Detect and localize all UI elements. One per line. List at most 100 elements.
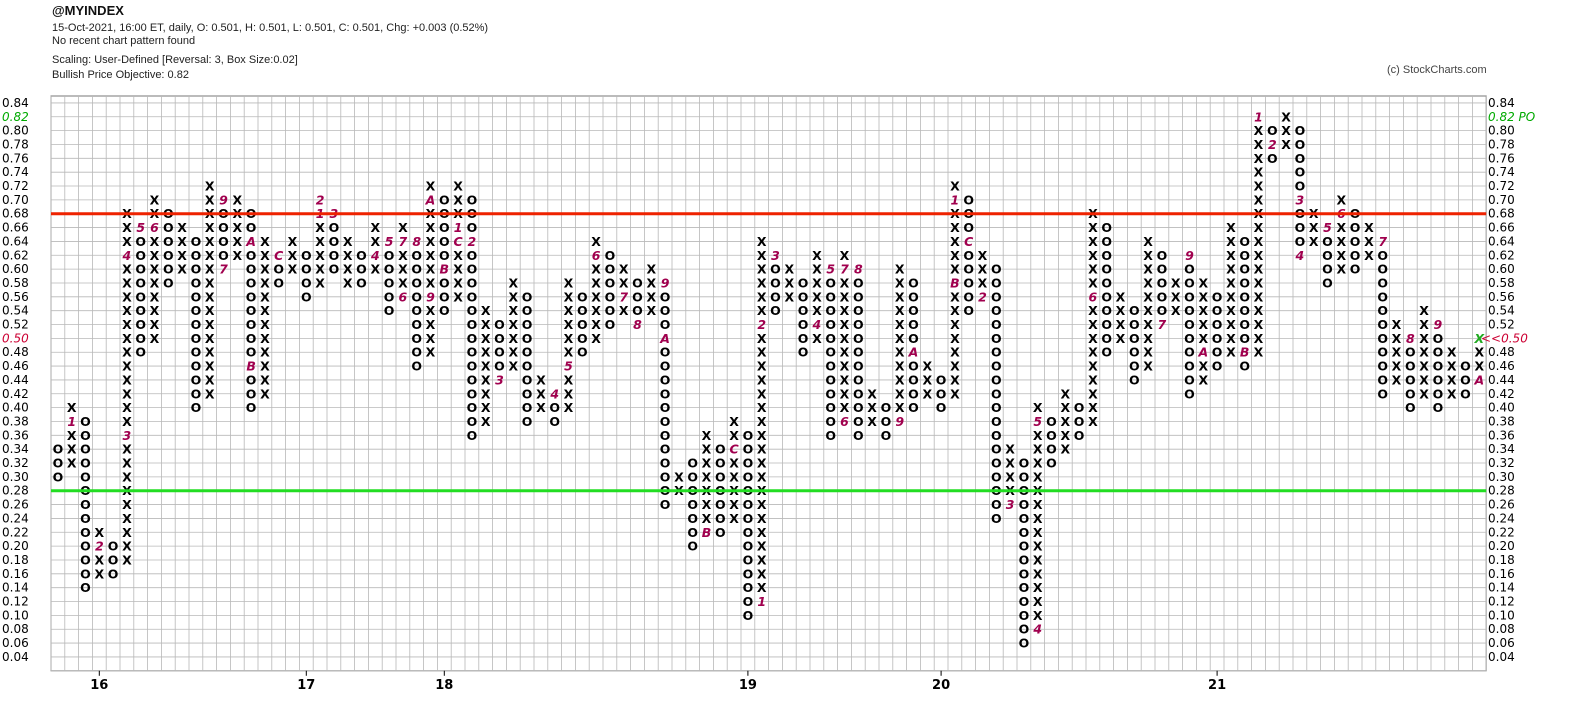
y-tick-label: 0.84 <box>1488 96 1515 110</box>
o-box: O <box>660 414 671 429</box>
x-box: X <box>1254 303 1264 318</box>
x-box: X <box>315 248 325 263</box>
x-box: X <box>950 234 960 249</box>
o-box: O <box>494 359 505 374</box>
y-tick-label: 0.10 <box>1488 608 1515 622</box>
x-box: X <box>702 511 712 526</box>
y-tick-label: 0.64 <box>2 234 29 248</box>
o-box: O <box>853 359 864 374</box>
o-box: O <box>991 262 1002 277</box>
o-box: O <box>1184 331 1195 346</box>
o-box: O <box>467 317 478 332</box>
x-box: X <box>232 248 242 263</box>
x-box: X <box>729 469 739 484</box>
pnf-column: OO4 <box>549 386 560 429</box>
y-tick-label: 0.20 <box>2 539 29 553</box>
x-box: X <box>757 456 767 471</box>
x-box: X <box>288 262 298 277</box>
o-box: O <box>853 428 864 443</box>
x-box: X <box>1033 580 1043 595</box>
o-box: O <box>853 331 864 346</box>
o-box: O <box>522 331 533 346</box>
x-box: X <box>1088 248 1098 263</box>
x-box: X <box>1447 359 1457 374</box>
y-tick-label: 0.66 <box>1488 221 1515 235</box>
o-box: O <box>218 234 229 249</box>
o-box: O <box>1129 359 1140 374</box>
o-box: O <box>963 248 974 263</box>
month-marker: 1 <box>67 414 76 429</box>
x-box: X <box>619 303 629 318</box>
pnf-column: XX <box>674 469 684 498</box>
o-box: O <box>1101 262 1112 277</box>
month-marker: 7 <box>840 262 849 277</box>
o-box: O <box>1157 275 1168 290</box>
o-box: O <box>439 275 450 290</box>
x-box: X <box>122 525 132 540</box>
x-box: X <box>646 275 656 290</box>
x-box: X <box>564 275 574 290</box>
x-box: X <box>453 289 463 304</box>
x-box: X <box>1033 525 1043 540</box>
y-tick-label: 0.56 <box>1488 290 1515 304</box>
o-box: O <box>246 372 257 387</box>
x-box: X <box>757 552 767 567</box>
o-box: O <box>1157 289 1168 304</box>
o-box: O <box>991 317 1002 332</box>
y-tick-label: 0.44 <box>2 373 29 387</box>
o-box: O <box>1377 317 1388 332</box>
month-marker: 5 <box>385 234 394 249</box>
o-box: O <box>1239 262 1250 277</box>
x-box: X <box>840 400 850 415</box>
x-box: X <box>122 275 132 290</box>
x-box: X <box>812 289 822 304</box>
o-box: O <box>825 414 836 429</box>
x-box: X <box>426 275 436 290</box>
o-box: O <box>163 262 174 277</box>
o-box: O <box>991 345 1002 360</box>
o-box: O <box>1460 359 1471 374</box>
o-box: O <box>467 192 478 207</box>
x-box: X <box>564 303 574 318</box>
o-box: O <box>1377 372 1388 387</box>
o-box: O <box>1212 345 1223 360</box>
o-box: O <box>1239 331 1250 346</box>
x-box: X <box>950 386 960 401</box>
o-box: O <box>246 317 257 332</box>
o-box: O <box>467 386 478 401</box>
o-box: O <box>1239 234 1250 249</box>
x-box: X <box>1254 345 1264 360</box>
x-box: X <box>205 275 215 290</box>
x-box: X <box>1143 248 1153 263</box>
o-box: O <box>246 303 257 318</box>
o-box: O <box>715 456 726 471</box>
y-tick-label: 0.20 <box>1488 539 1515 553</box>
x-box: X <box>1226 303 1236 318</box>
x-box: X <box>950 289 960 304</box>
month-marker: 9 <box>426 289 435 304</box>
o-box: O <box>80 539 91 554</box>
o-box: O <box>1019 456 1030 471</box>
x-box: X <box>150 192 160 207</box>
o-box: O <box>743 566 754 581</box>
x-box: X <box>94 525 104 540</box>
o-box: O <box>1129 345 1140 360</box>
o-box: O <box>743 525 754 540</box>
x-box: X <box>122 386 132 401</box>
o-box: O <box>770 289 781 304</box>
x-box: X <box>1254 331 1264 346</box>
o-box: O <box>1101 317 1112 332</box>
o-box: O <box>853 303 864 318</box>
x-box: X <box>1088 386 1098 401</box>
x-box: X <box>177 234 187 249</box>
x-box: X <box>1033 400 1043 415</box>
o-box: O <box>660 303 671 318</box>
y-tick-label: 0.62 <box>2 248 29 262</box>
x-box: X <box>784 275 794 290</box>
month-marker: 5 <box>1323 220 1332 235</box>
x-box: X <box>315 234 325 249</box>
o-box: O <box>715 497 726 512</box>
